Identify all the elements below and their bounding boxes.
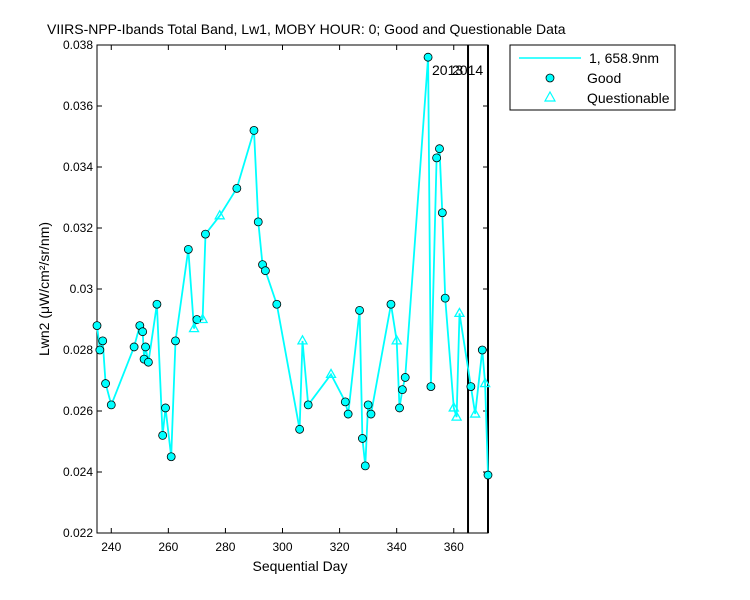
- good-point: [161, 403, 170, 413]
- good-point: [440, 293, 450, 303]
- x-tick-label: 280: [215, 540, 235, 554]
- good-point: [426, 382, 436, 392]
- y-tick-label: 0.03: [70, 282, 94, 296]
- good-point: [397, 385, 407, 395]
- legend-questionable-marker: [543, 90, 557, 102]
- questionable-point: [196, 313, 209, 324]
- x-tick-label: 300: [272, 540, 292, 554]
- good-point: [395, 403, 404, 413]
- good-point: [92, 321, 102, 331]
- y-tick-label: 0.036: [63, 99, 93, 113]
- y-tick-label: 0.032: [63, 221, 93, 235]
- chart-title: VIIRS-NPP-Ibands Total Band, Lw1, MOBY H…: [47, 21, 566, 37]
- year-label: 2014: [452, 62, 483, 78]
- year-label: 2013: [432, 62, 463, 78]
- good-point: [138, 327, 148, 337]
- good-point: [423, 52, 433, 62]
- good-point: [183, 244, 193, 254]
- good-point: [400, 373, 410, 382]
- y-tick-label: 0.028: [63, 343, 93, 357]
- legend-line-label: 1, 658.9nm: [589, 50, 659, 66]
- y-axis-label: Lwn2 (μW/cm²/sr/nm): [36, 222, 52, 356]
- x-axis-ticks: 240 260 280 300 320 340 360: [101, 45, 464, 554]
- x-tick-label: 340: [387, 540, 407, 554]
- questionable-point: [448, 401, 460, 412]
- good-point: [101, 379, 110, 388]
- good-point: [249, 125, 259, 135]
- y-tick-label: 0.038: [63, 38, 93, 52]
- good-point: [483, 470, 493, 480]
- questionable-point: [450, 410, 463, 421]
- data-series: [92, 52, 493, 480]
- good-point: [437, 208, 447, 218]
- x-tick-label: 320: [330, 540, 350, 554]
- good-point: [260, 266, 270, 276]
- y-tick-label: 0.024: [63, 465, 93, 479]
- legend-questionable-label: Questionable: [587, 90, 670, 106]
- good-point: [466, 382, 476, 392]
- legend: 1, 658.9nm Good Questionable: [509, 44, 676, 111]
- questionable-point: [469, 407, 481, 418]
- good-point: [366, 409, 376, 419]
- good-point: [295, 424, 305, 434]
- x-tick-label: 360: [444, 540, 464, 554]
- good-point: [143, 357, 153, 367]
- questionable-point: [391, 334, 403, 345]
- y-axis-ticks: 0.022 0.024 0.026 0.028 0.03 0.032 0.034 0.036 0…: [63, 38, 488, 540]
- good-point: [171, 336, 180, 346]
- x-tick-label: 260: [158, 540, 178, 554]
- x-axis-label: Sequential Day: [253, 558, 348, 574]
- good-point: [95, 345, 105, 355]
- series-line: [96, 57, 489, 476]
- good-point: [340, 397, 350, 407]
- questionable-point: [188, 322, 200, 333]
- questionable-point: [453, 307, 466, 318]
- good-point: [98, 336, 108, 346]
- y-tick-label: 0.034: [63, 160, 93, 174]
- good-point: [355, 305, 364, 315]
- good-point: [303, 400, 313, 410]
- legend-good-marker: [545, 73, 555, 83]
- good-point: [358, 434, 367, 443]
- good-point: [141, 342, 150, 352]
- good-point: [272, 299, 282, 309]
- legend-good-label: Good: [587, 70, 621, 86]
- good-point: [158, 430, 168, 440]
- y-tick-label: 0.022: [63, 526, 93, 540]
- good-point: [232, 183, 242, 193]
- good-point: [129, 342, 139, 352]
- good-point: [201, 229, 210, 239]
- y-tick-label: 0.026: [63, 404, 93, 418]
- questionable-point: [214, 209, 226, 220]
- good-point: [106, 400, 116, 410]
- good-point: [386, 299, 396, 309]
- good-point: [477, 345, 487, 355]
- good-point: [152, 299, 162, 309]
- good-point: [360, 461, 370, 471]
- good-point: [435, 144, 444, 154]
- good-point: [363, 400, 373, 410]
- good-point: [166, 452, 176, 462]
- good-point: [343, 409, 353, 419]
- questionable-point: [296, 334, 309, 345]
- questionable-point: [479, 377, 491, 388]
- good-point: [253, 217, 263, 227]
- questionable-point: [325, 368, 337, 379]
- good-point: [432, 153, 442, 163]
- legend-box: [509, 44, 676, 111]
- x-tick-label: 240: [101, 540, 121, 554]
